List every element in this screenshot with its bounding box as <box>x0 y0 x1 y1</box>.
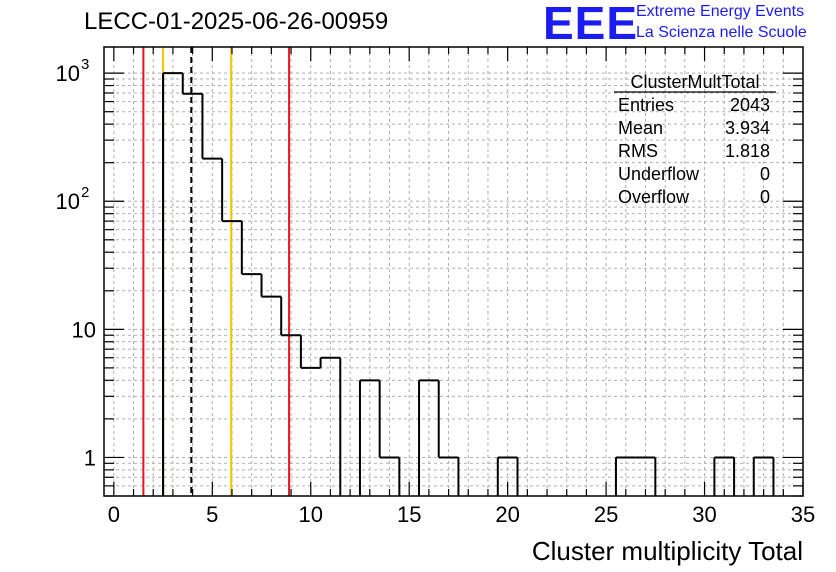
y-tick-exponent: 2 <box>81 184 89 201</box>
x-tick-label: 30 <box>692 502 716 527</box>
stats-row-value: 3.934 <box>725 118 770 138</box>
eee-logo: EEE <box>543 0 639 49</box>
grid <box>104 47 803 497</box>
stats-row-value: 1.818 <box>725 141 770 161</box>
plot-title: LECC-01-2025-06-26-00959 <box>84 8 389 35</box>
x-tick-label: 5 <box>206 502 218 527</box>
x-tick-label: 35 <box>791 502 815 527</box>
eee-logo-line1: Extreme Energy Events <box>636 3 805 20</box>
x-tick-label: 0 <box>108 502 120 527</box>
histogram-bars <box>162 72 775 496</box>
stats-row-label: Underflow <box>618 164 700 184</box>
x-tick-label: 20 <box>495 502 519 527</box>
stats-row-value: 0 <box>760 164 770 184</box>
y-tick-label: 10 <box>72 317 96 342</box>
y-tick-label: 10 <box>56 189 80 214</box>
x-axis-title: Cluster multiplicity Total <box>532 536 803 566</box>
y-tick-label: 10 <box>56 61 80 86</box>
axis-ticks <box>104 47 804 497</box>
stats-box: ClusterMultTotal Entries 2043 Mean 3.934 RMS… <box>614 72 776 207</box>
x-tick-label: 25 <box>594 502 618 527</box>
plot-frame <box>103 46 804 497</box>
x-tick-label: 15 <box>397 502 421 527</box>
y-tick-label: 1 <box>84 445 96 470</box>
stats-row-label: Entries <box>618 95 674 115</box>
y-tick-exponent: 3 <box>81 56 89 73</box>
stats-row-value: 2043 <box>730 95 770 115</box>
stats-row-label: RMS <box>618 141 658 161</box>
x-tick-label: 10 <box>299 502 323 527</box>
marker-lines <box>142 47 291 496</box>
eee-logo-line2: La Scienza nelle Scuole <box>636 24 807 41</box>
stats-row-label: Overflow <box>618 187 690 207</box>
stats-title: ClusterMultTotal <box>630 72 759 92</box>
stats-row-label: Mean <box>618 118 663 138</box>
stats-row-value: 0 <box>760 187 770 207</box>
